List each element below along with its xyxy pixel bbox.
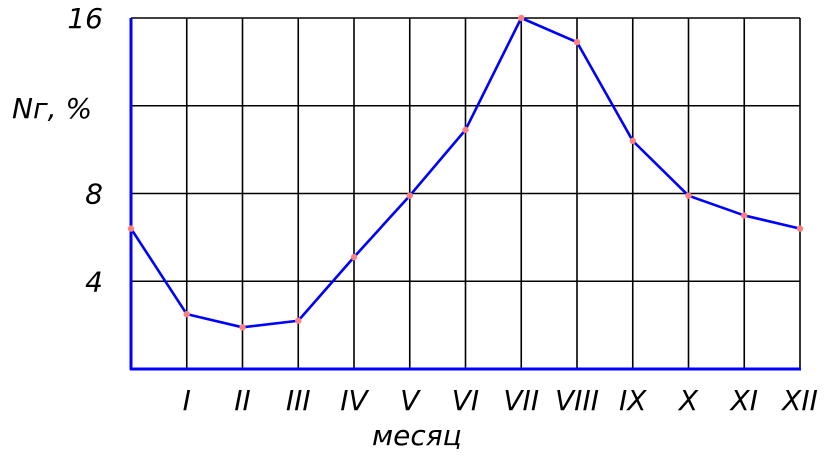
- x-axis-title: месяц: [372, 419, 462, 452]
- data-point: [462, 126, 469, 134]
- series: [127, 14, 804, 331]
- x-tick-label: III: [286, 384, 311, 417]
- data-point: [741, 212, 748, 219]
- x-tick-label: IV: [340, 384, 369, 417]
- x-tick-label: VI: [452, 384, 479, 417]
- data-point: [183, 310, 190, 318]
- data-point: [629, 137, 636, 145]
- y-tick-label: 16: [67, 2, 103, 35]
- data-point: [239, 324, 246, 331]
- x-tick-label: IX: [619, 384, 647, 417]
- data-point: [796, 225, 804, 232]
- x-tick-label: XII: [780, 384, 818, 417]
- x-tick-label: VIII: [555, 384, 599, 417]
- data-point: [518, 14, 525, 22]
- data-point: [127, 225, 135, 232]
- y-axis-title: Nг, %: [12, 92, 92, 125]
- grid: [131, 17, 801, 369]
- data-point: [573, 38, 581, 46]
- y-tick-label: 8: [85, 178, 103, 211]
- data-point: [350, 253, 358, 261]
- y-tick-label: 4: [85, 265, 103, 298]
- data-point: [685, 192, 692, 199]
- axes: [129, 18, 801, 371]
- x-tick-label: XI: [729, 384, 758, 417]
- x-tick-label: II: [234, 384, 251, 417]
- x-tick-label: V: [400, 384, 421, 417]
- data-point: [295, 317, 302, 324]
- x-tick-label: I: [183, 384, 191, 417]
- x-tick-label: X: [677, 384, 699, 417]
- x-tick-label: VII: [503, 384, 539, 417]
- data-point: [406, 192, 413, 199]
